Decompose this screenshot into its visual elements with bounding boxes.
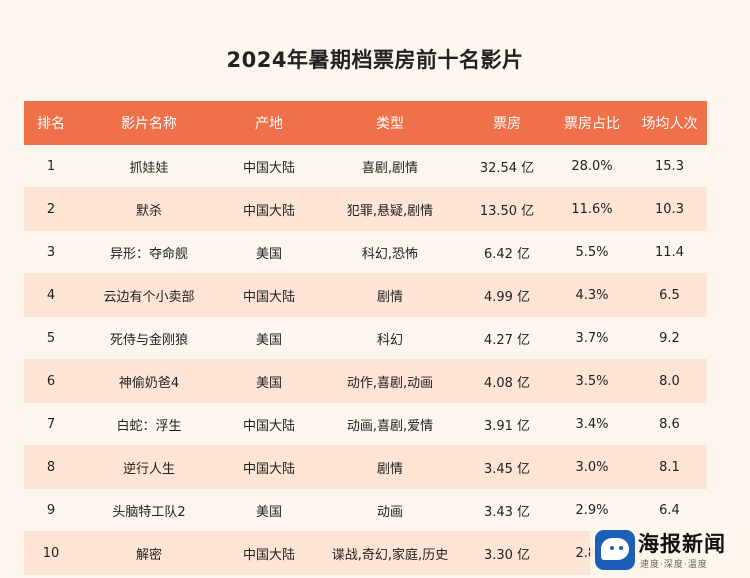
box-office-cell: 4.27 亿 (462, 316, 552, 360)
table-row: 3 异形：夺命舰 美国 科幻,恐怖 6.42 亿 5.5% 11.4 (24, 230, 707, 274)
box-office-table: 排名 影片名称 产地 类型 票房 票房占比 场均人次 1 抓娃娃 中国大陆 喜剧… (24, 101, 707, 575)
table-row: 6 神偷奶爸4 美国 动作,喜剧,动画 4.08 亿 3.5% 8.0 (24, 359, 707, 403)
column-header-origin: 产地 (220, 101, 318, 145)
column-header-box-office: 票房 (462, 101, 552, 145)
film-name-cell: 头脑特工队2 (78, 488, 220, 532)
column-header-rank: 排名 (24, 101, 78, 145)
genre-cell: 犯罪,悬疑,剧情 (318, 187, 462, 231)
genre-cell: 科幻 (318, 316, 462, 360)
box-office-cell: 3.45 亿 (462, 445, 552, 489)
genre-cell: 剧情 (318, 445, 462, 489)
genre-cell: 动画 (318, 488, 462, 532)
film-name-cell: 默杀 (78, 187, 220, 231)
share-cell: 3.7% (552, 316, 632, 360)
logo-eye-icon (610, 546, 614, 550)
table-row: 9 头脑特工队2 美国 动画 3.43 亿 2.9% 6.4 (24, 488, 707, 532)
origin-cell: 美国 (220, 488, 318, 532)
origin-cell: 美国 (220, 316, 318, 360)
watermark-name: 海报新闻 (638, 532, 726, 556)
rank-cell: 1 (24, 145, 78, 188)
box-office-cell: 3.43 亿 (462, 488, 552, 532)
rank-cell: 6 (24, 359, 78, 403)
origin-cell: 中国大陆 (220, 445, 318, 489)
table-row: 1 抓娃娃 中国大陆 喜剧,剧情 32.54 亿 28.0% 15.3 (24, 145, 707, 188)
rank-cell: 8 (24, 445, 78, 489)
film-name-cell: 云边有个小卖部 (78, 273, 220, 317)
box-office-cell: 3.30 亿 (462, 531, 552, 575)
genre-cell: 剧情 (318, 273, 462, 317)
origin-cell: 中国大陆 (220, 145, 318, 188)
box-office-cell: 13.50 亿 (462, 187, 552, 231)
avg-attendance-cell: 6.5 (632, 273, 707, 317)
avg-attendance-cell: 6.4 (632, 488, 707, 532)
watermark: 海报新闻 速度·深度·温度 (590, 525, 750, 578)
table-row: 2 默杀 中国大陆 犯罪,悬疑,剧情 13.50 亿 11.6% 10.3 (24, 187, 707, 231)
avg-attendance-cell: 9.2 (632, 316, 707, 360)
table-row: 4 云边有个小卖部 中国大陆 剧情 4.99 亿 4.3% 6.5 (24, 273, 707, 317)
genre-cell: 动画,喜剧,爱情 (318, 402, 462, 446)
column-header-avg-attendance: 场均人次 (632, 101, 707, 145)
rank-cell: 4 (24, 273, 78, 317)
film-name-cell: 抓娃娃 (78, 145, 220, 188)
column-header-genre: 类型 (318, 101, 462, 145)
film-name-cell: 异形：夺命舰 (78, 230, 220, 274)
speech-bubble-icon (601, 538, 629, 560)
box-office-cell: 32.54 亿 (462, 145, 552, 188)
origin-cell: 中国大陆 (220, 187, 318, 231)
origin-cell: 中国大陆 (220, 531, 318, 575)
share-cell: 3.4% (552, 402, 632, 446)
rank-cell: 7 (24, 402, 78, 446)
film-name-cell: 逆行人生 (78, 445, 220, 489)
box-office-cell: 4.08 亿 (462, 359, 552, 403)
share-cell: 11.6% (552, 187, 632, 231)
table-header-row: 排名 影片名称 产地 类型 票房 票房占比 场均人次 (24, 101, 707, 145)
genre-cell: 谍战,奇幻,家庭,历史 (318, 531, 462, 575)
genre-cell: 动作,喜剧,动画 (318, 359, 462, 403)
avg-attendance-cell: 15.3 (632, 145, 707, 188)
rank-cell: 10 (24, 531, 78, 575)
avg-attendance-cell: 8.0 (632, 359, 707, 403)
film-name-cell: 死侍与金刚狼 (78, 316, 220, 360)
film-name-cell: 神偷奶爸4 (78, 359, 220, 403)
film-name-cell: 白蛇：浮生 (78, 402, 220, 446)
table-row: 5 死侍与金刚狼 美国 科幻 4.27 亿 3.7% 9.2 (24, 316, 707, 360)
origin-cell: 中国大陆 (220, 273, 318, 317)
share-cell: 5.5% (552, 230, 632, 274)
share-cell: 2.9% (552, 488, 632, 532)
origin-cell: 中国大陆 (220, 402, 318, 446)
watermark-tagline: 速度·深度·温度 (640, 560, 708, 570)
genre-cell: 科幻,恐怖 (318, 230, 462, 274)
page-title: 2024年暑期档票房前十名影片 (226, 48, 524, 72)
table-row: 7 白蛇：浮生 中国大陆 动画,喜剧,爱情 3.91 亿 3.4% 8.6 (24, 402, 707, 446)
origin-cell: 美国 (220, 359, 318, 403)
rank-cell: 5 (24, 316, 78, 360)
genre-cell: 喜剧,剧情 (318, 145, 462, 188)
box-office-cell: 6.42 亿 (462, 230, 552, 274)
avg-attendance-cell: 10.3 (632, 187, 707, 231)
share-cell: 4.3% (552, 273, 632, 317)
rank-cell: 9 (24, 488, 78, 532)
box-office-cell: 3.91 亿 (462, 402, 552, 446)
avg-attendance-cell: 8.6 (632, 402, 707, 446)
rank-cell: 2 (24, 187, 78, 231)
share-cell: 3.0% (552, 445, 632, 489)
table-row: 8 逆行人生 中国大陆 剧情 3.45 亿 3.0% 8.1 (24, 445, 707, 489)
origin-cell: 美国 (220, 230, 318, 274)
avg-attendance-cell: 11.4 (632, 230, 707, 274)
news-logo-icon (595, 530, 635, 570)
share-cell: 28.0% (552, 145, 632, 188)
logo-eye-icon (619, 546, 623, 550)
column-header-film-name: 影片名称 (78, 101, 220, 145)
share-cell: 3.5% (552, 359, 632, 403)
box-office-cell: 4.99 亿 (462, 273, 552, 317)
avg-attendance-cell: 8.1 (632, 445, 707, 489)
film-name-cell: 解密 (78, 531, 220, 575)
rank-cell: 3 (24, 230, 78, 274)
column-header-share: 票房占比 (552, 101, 632, 145)
